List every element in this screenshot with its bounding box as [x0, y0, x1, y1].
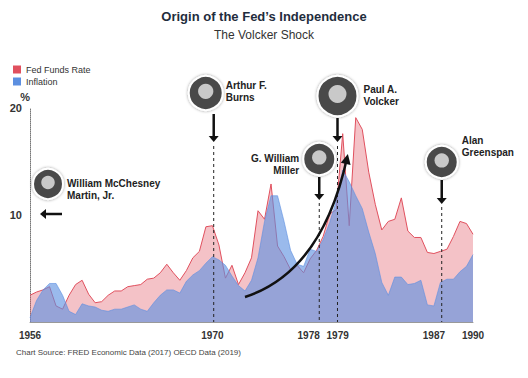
svg-text:1987: 1987: [423, 330, 446, 341]
svg-text:Paul A.: Paul A.: [363, 84, 397, 95]
svg-text:The Volcker Shock: The Volcker Shock: [214, 28, 315, 42]
svg-text:Alan: Alan: [462, 135, 484, 146]
svg-text:G. William: G. William: [251, 153, 299, 164]
svg-text:Inflation: Inflation: [26, 77, 58, 87]
svg-text:Origin of the Fed’s Independen: Origin of the Fed’s Independence: [161, 9, 366, 24]
svg-text:1978: 1978: [298, 330, 321, 341]
svg-text:Martin, Jr.: Martin, Jr.: [67, 190, 114, 201]
svg-text:Volcker: Volcker: [363, 96, 398, 107]
svg-text:10: 10: [10, 209, 22, 221]
svg-text:1956: 1956: [19, 330, 42, 341]
svg-text:Fed Funds Rate: Fed Funds Rate: [26, 65, 91, 75]
svg-text:1990: 1990: [462, 330, 485, 341]
svg-text:Burns: Burns: [226, 92, 255, 103]
svg-text:1979: 1979: [327, 330, 350, 341]
svg-text:1970: 1970: [201, 330, 224, 341]
svg-text:Greenspan: Greenspan: [462, 147, 514, 158]
svg-text:20: 20: [10, 102, 22, 114]
svg-text:Miller: Miller: [273, 165, 299, 176]
svg-text:Chart Source: FRED Economic Da: Chart Source: FRED Economic Data (2017) …: [16, 348, 241, 357]
svg-text:%: %: [20, 91, 30, 103]
svg-text:William McChesney: William McChesney: [67, 178, 161, 189]
svg-text:Arthur F.: Arthur F.: [226, 80, 267, 91]
